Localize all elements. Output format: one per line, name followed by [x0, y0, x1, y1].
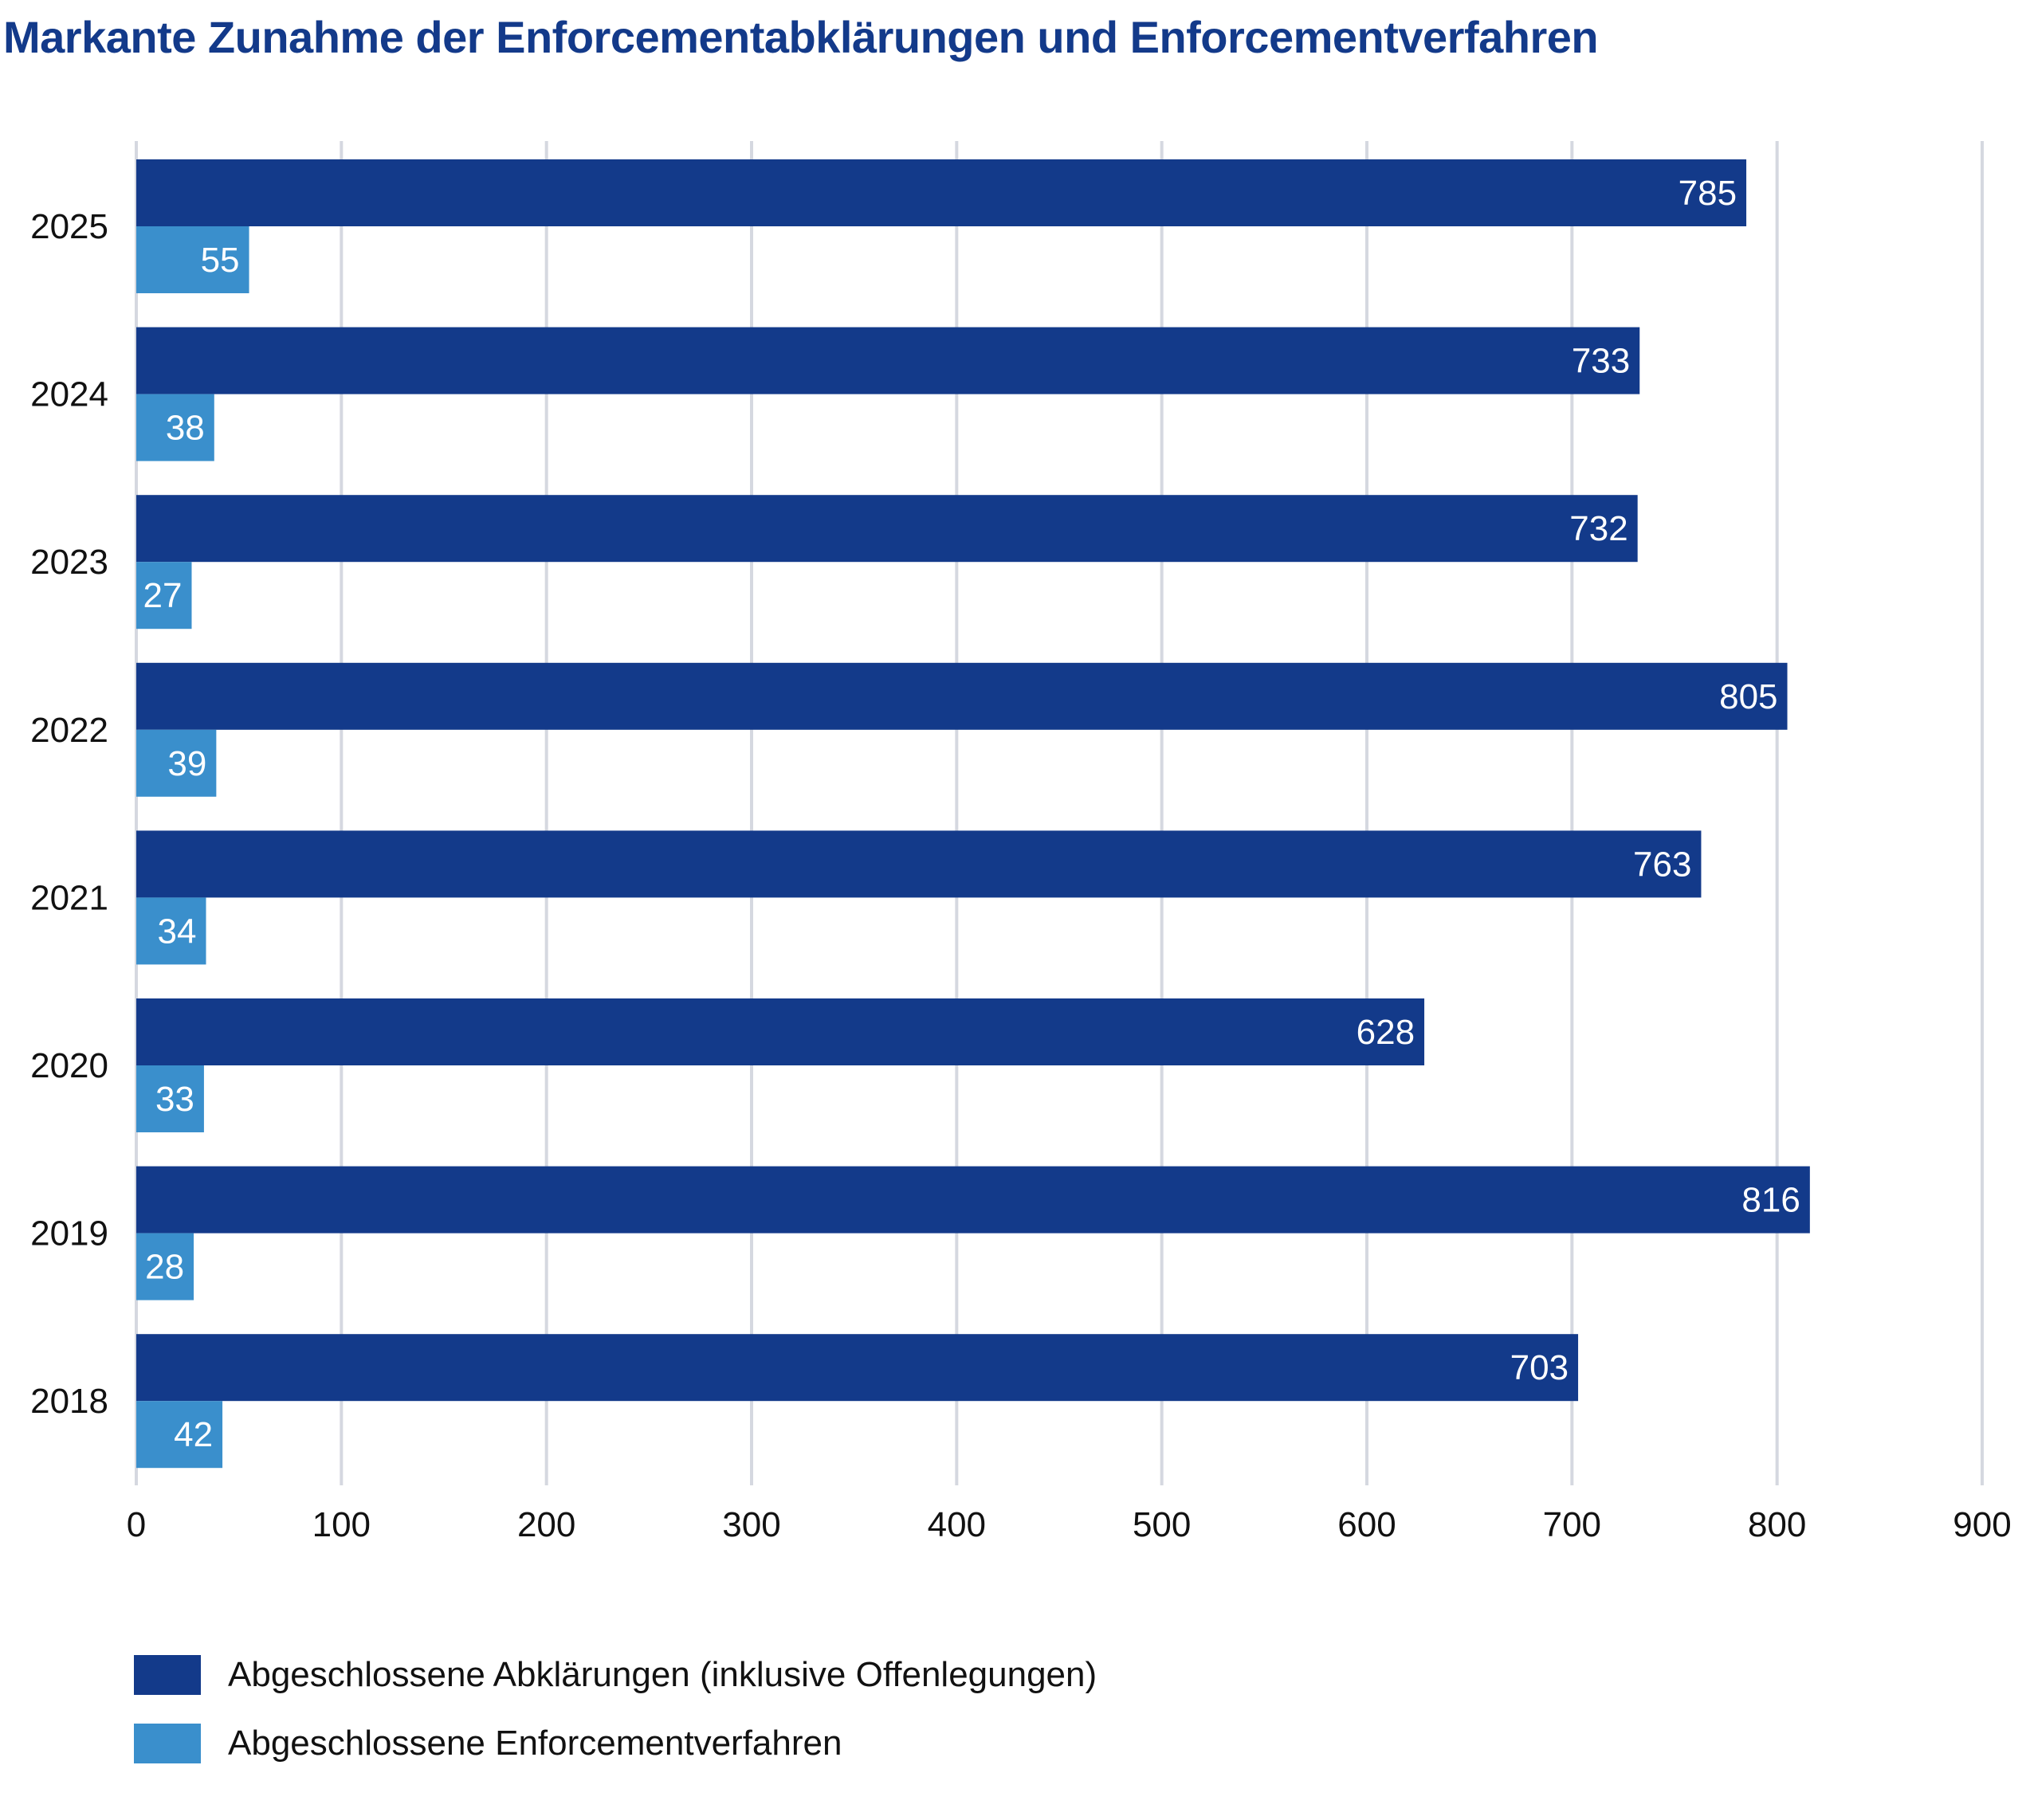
- legend-item: Abgeschlossene Enforcementverfahren: [134, 1724, 842, 1763]
- bar-enforcementverfahren: [136, 729, 217, 797]
- y-category-label: 2023: [30, 543, 108, 582]
- data-label: 28: [145, 1248, 184, 1287]
- data-label: 805: [1719, 677, 1777, 716]
- data-label: 34: [158, 912, 197, 951]
- data-label: 763: [1633, 845, 1691, 884]
- legend-item: Abgeschlossene Abklärungen (inklusive Of…: [134, 1655, 1097, 1695]
- bar-abklaerungen: [136, 327, 1640, 394]
- bar-enforcementverfahren: [136, 1233, 194, 1300]
- x-tick-label: 400: [928, 1505, 986, 1544]
- x-tick-label: 900: [1953, 1505, 2011, 1544]
- chart-title: Markante Zunahme der Enforcementabklärun…: [3, 12, 1599, 62]
- y-category-label: 2019: [30, 1214, 108, 1253]
- x-tick-label: 800: [1748, 1505, 1806, 1544]
- x-tick-label: 700: [1543, 1505, 1601, 1544]
- bar-enforcementverfahren: [136, 394, 214, 461]
- legend-label: Abgeschlossene Enforcementverfahren: [228, 1724, 842, 1763]
- y-category-label: 2018: [30, 1382, 108, 1421]
- bar-abklaerungen: [136, 1334, 1579, 1402]
- x-tick-label: 300: [722, 1505, 780, 1544]
- x-tick-label: 100: [312, 1505, 371, 1544]
- data-label: 33: [155, 1080, 194, 1119]
- bar-abklaerungen: [136, 830, 1702, 898]
- legend-swatch: [134, 1724, 201, 1763]
- data-label: 27: [143, 576, 183, 615]
- bar-enforcementverfahren: [136, 562, 192, 630]
- bar-abklaerungen: [136, 1166, 1810, 1234]
- x-tick-label: 500: [1133, 1505, 1191, 1544]
- y-category-label: 2024: [30, 375, 108, 414]
- bar-abklaerungen: [136, 495, 1638, 563]
- y-category-label: 2025: [30, 207, 108, 246]
- data-label: 39: [167, 744, 206, 783]
- bar-abklaerungen: [136, 159, 1747, 226]
- data-label: 732: [1569, 509, 1627, 548]
- data-label: 38: [166, 409, 205, 448]
- data-label: 628: [1357, 1013, 1415, 1052]
- data-label: 733: [1572, 342, 1630, 381]
- legend-label: Abgeschlossene Abklärungen (inklusive Of…: [228, 1655, 1097, 1694]
- y-category-label: 2021: [30, 878, 108, 917]
- data-label: 42: [174, 1415, 213, 1454]
- y-category-label: 2020: [30, 1046, 108, 1085]
- bar-enforcementverfahren: [136, 1065, 204, 1132]
- bar-enforcementverfahren: [136, 897, 206, 965]
- data-label: 55: [201, 241, 240, 280]
- bar-abklaerungen: [136, 662, 1788, 730]
- data-label: 703: [1510, 1348, 1569, 1387]
- bar-enforcementverfahren: [136, 226, 249, 293]
- x-tick-label: 0: [127, 1505, 146, 1544]
- bar-abklaerungen: [136, 998, 1425, 1065]
- legend-swatch: [134, 1655, 201, 1695]
- data-label: 816: [1741, 1181, 1800, 1220]
- y-category-label: 2022: [30, 711, 108, 750]
- x-tick-label: 600: [1337, 1505, 1396, 1544]
- x-tick-label: 200: [517, 1505, 575, 1544]
- bar-enforcementverfahren: [136, 1401, 223, 1469]
- data-label: 785: [1679, 174, 1737, 213]
